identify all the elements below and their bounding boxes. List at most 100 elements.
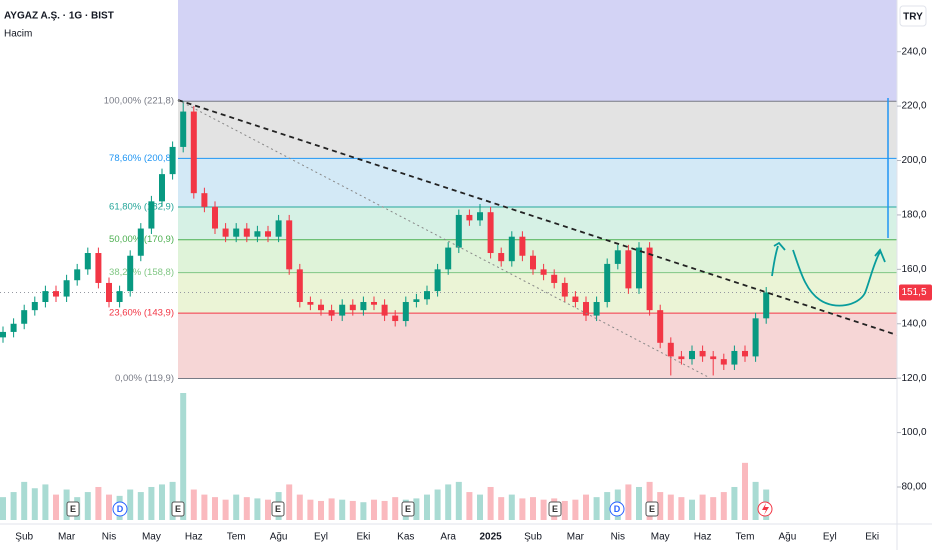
volume-bar <box>137 492 144 520</box>
volume-bar <box>508 494 515 520</box>
fib-label: 61,80% (182,9) <box>109 202 174 213</box>
volume-bar <box>477 494 483 520</box>
volume-bar <box>572 499 579 520</box>
volume-bar <box>307 499 314 520</box>
candle-body <box>307 301 314 305</box>
event-label: E <box>175 504 181 514</box>
candle-body <box>371 301 377 305</box>
last-price-label: 151,5 <box>901 287 926 298</box>
candle-body <box>498 253 505 262</box>
candle-body <box>742 350 748 357</box>
candle-body <box>731 350 738 365</box>
y-tick-label: 240,0 <box>901 46 926 57</box>
fib-label: 78,60% (200,8) <box>109 153 174 164</box>
candle-body <box>0 331 6 338</box>
event-marker <box>548 501 562 517</box>
candle-body <box>508 236 515 262</box>
candle-body <box>127 255 134 292</box>
x-tick-label: Şub <box>524 532 542 543</box>
trend-line <box>177 99 898 336</box>
candle-body <box>572 296 579 302</box>
event-label: D <box>117 504 124 514</box>
candle-body <box>265 231 271 237</box>
volume-bar <box>678 497 685 520</box>
candle-body <box>275 220 282 237</box>
event-icon <box>762 503 769 515</box>
candle-body <box>392 315 399 322</box>
event-label: D <box>614 504 621 514</box>
x-tick-label: Nis <box>102 532 116 543</box>
candle-body <box>31 301 38 311</box>
volume-bar <box>667 494 674 520</box>
volume-bar <box>222 499 229 520</box>
candle-body <box>10 323 17 332</box>
candle-body <box>159 174 165 202</box>
candle-body <box>328 310 335 316</box>
volume-bar <box>180 393 187 520</box>
candle-body <box>477 212 483 221</box>
volume-bar <box>318 500 324 520</box>
candle-body <box>689 350 695 360</box>
volume-bar <box>10 492 17 520</box>
event-label: E <box>649 504 655 514</box>
candle-body <box>551 274 558 283</box>
volume-bar <box>328 498 335 520</box>
candle-body <box>243 228 250 237</box>
event-label: E <box>405 504 411 514</box>
candle-body <box>455 214 462 248</box>
candle-body <box>699 350 706 357</box>
fib-label: 0,00% (119,9) <box>115 373 174 384</box>
candle-body <box>169 146 176 175</box>
volume-bar <box>487 486 494 520</box>
volume-bar <box>95 486 102 520</box>
x-tick-label: Mar <box>58 532 76 543</box>
candle-body <box>530 255 536 270</box>
volume-bar <box>689 499 695 520</box>
volume-bar <box>254 498 261 520</box>
candle-body <box>402 301 409 322</box>
fib-label: 38,20% (158,8) <box>109 267 174 278</box>
candle-body <box>614 250 621 264</box>
fib-label: 23,60% (143,9) <box>109 308 174 319</box>
event-marker <box>401 501 415 517</box>
volume-bar <box>445 484 452 520</box>
candle-body <box>84 253 91 270</box>
candle-body <box>233 228 240 237</box>
candle-body <box>561 282 568 297</box>
volume-bar <box>53 494 59 520</box>
candle-body <box>318 304 324 311</box>
x-tick-label: Ağu <box>270 532 288 543</box>
candle-body <box>116 291 123 302</box>
volume-bar <box>265 499 271 520</box>
y-tick-label: 220,0 <box>901 101 926 112</box>
volume-bar <box>742 462 748 520</box>
x-tick-label: Ağu <box>779 532 797 543</box>
candle-body <box>296 269 303 302</box>
candle-body <box>519 236 526 256</box>
volume-bar <box>169 481 176 520</box>
candle-body <box>583 301 589 316</box>
fib-top-band <box>178 0 897 102</box>
candle-body <box>413 299 420 302</box>
y-tick-label: 180,0 <box>901 210 926 221</box>
candle-body <box>445 247 452 270</box>
candle-body <box>604 263 611 302</box>
currency-button[interactable] <box>899 5 927 27</box>
candle-body <box>137 228 144 256</box>
candle-body <box>339 304 346 316</box>
event-marker <box>609 501 625 517</box>
x-tick-label: Tem <box>736 532 755 543</box>
fib-label: 100,00% (221,8) <box>104 96 174 107</box>
volume-bar <box>593 497 600 520</box>
volume-bar <box>455 481 462 520</box>
candle-body <box>95 253 102 283</box>
candle-body <box>349 304 356 311</box>
candle-body <box>720 359 727 365</box>
last-price-box <box>899 284 932 301</box>
candle-body <box>381 304 388 316</box>
candle-body <box>180 111 187 147</box>
candle-body <box>710 356 717 360</box>
volume-bar <box>720 492 727 520</box>
volume-bar <box>190 489 197 520</box>
